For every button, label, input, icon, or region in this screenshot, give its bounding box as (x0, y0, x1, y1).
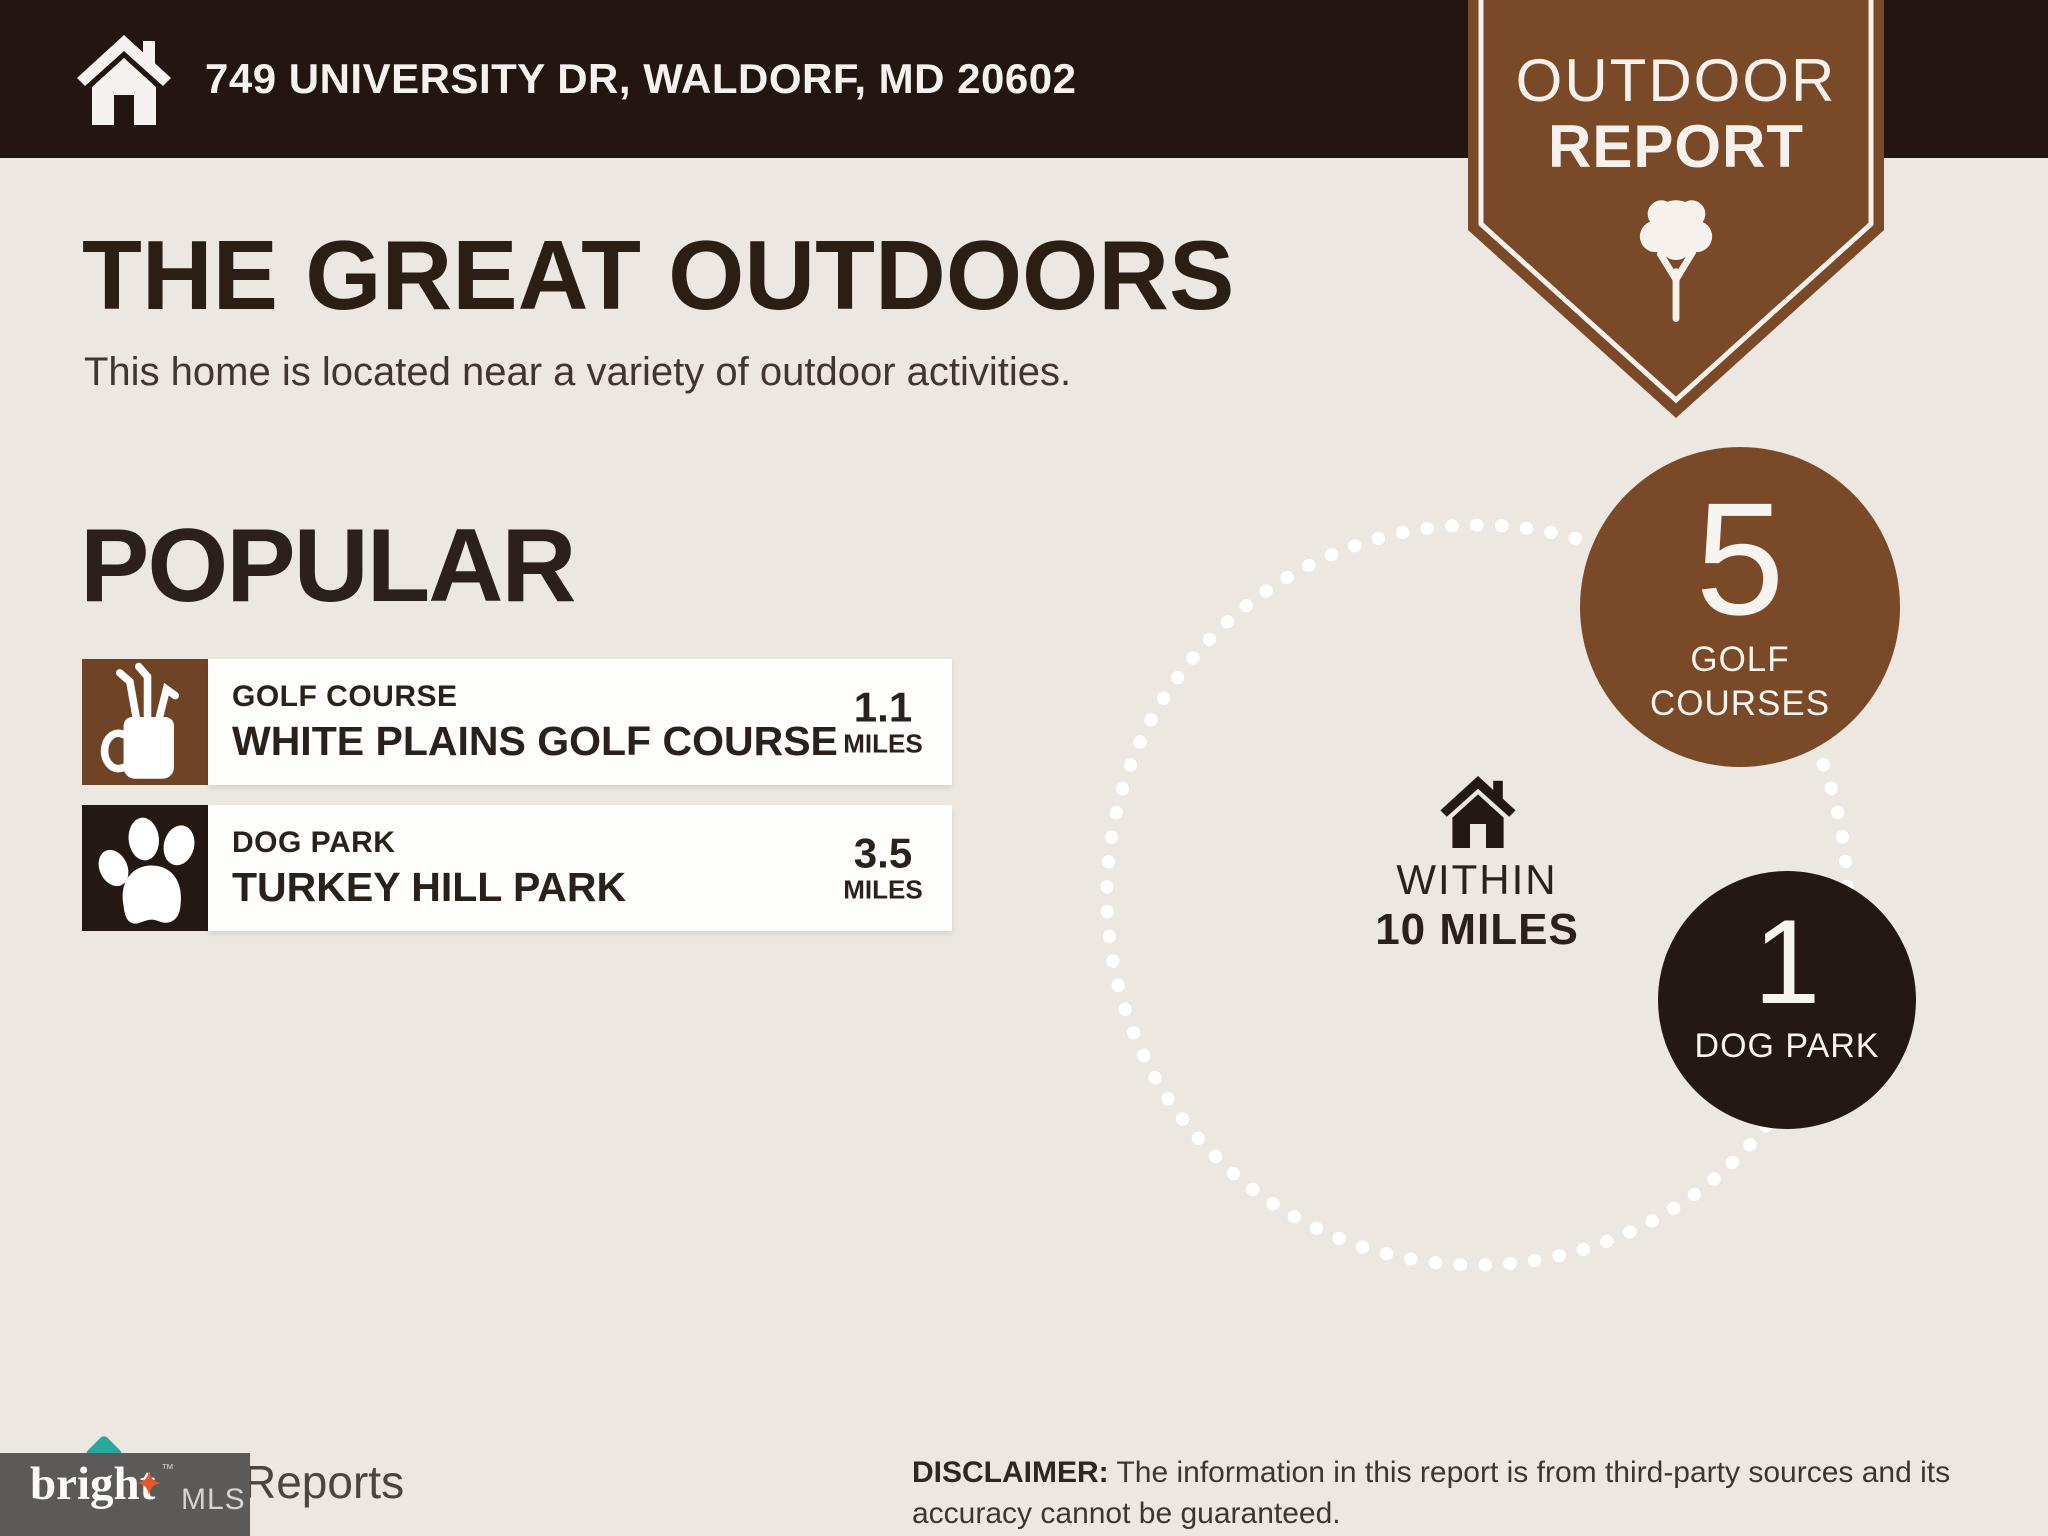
dog-park-count: 1 (1753, 895, 1821, 1029)
place-name: WHITE PLAINS GOLF COURSE (232, 718, 838, 764)
trademark-symbol: ™ (161, 1461, 174, 1476)
dog-park-label: DOG PARK (1694, 1027, 1880, 1066)
mls-logo-text: MLS (181, 1483, 246, 1516)
category-label: DOG PARK (232, 826, 396, 859)
bright-mls-watermark: bright ™ MLS (0, 1453, 250, 1536)
ten-miles-label: 10 MILES (1375, 905, 1579, 955)
golf-course-card: GOLF COURSE WHITE PLAINS GOLF COURSE 1.1… (208, 659, 952, 785)
ribbon-title-line2: REPORT (1547, 113, 1805, 180)
distance-value: 3.5 (853, 829, 913, 877)
golf-courses-count: 5 (1695, 469, 1785, 648)
paw-icon (82, 805, 208, 931)
property-address: 749 UNIVERSITY DR, WALDORF, MD 20602 (205, 55, 1077, 102)
golf-courses-label: GOLF COURSES (1649, 640, 1831, 723)
distance-unit: MILES (843, 728, 923, 759)
page-title: THE GREAT OUTDOORS (82, 220, 1235, 330)
disclaimer-text: DISCLAIMER: The information in this repo… (912, 1452, 2048, 1535)
disclaimer-label: DISCLAIMER: (912, 1456, 1109, 1489)
distance-unit: MILES (843, 874, 923, 905)
list-item-dog-park: DOG PARK TURKEY HILL PARK 3.5 MILES (82, 805, 952, 931)
golf-bag-icon (82, 659, 208, 785)
distance-value: 1.1 (853, 683, 913, 731)
popular-section-heading: POPULAR (80, 508, 576, 624)
dog-park-count-bubble: 1 DOG PARK (1658, 871, 1916, 1129)
bright-logo-text: bright (30, 1458, 156, 1510)
radius-center-label: WITHIN 10 MILES (1327, 855, 1627, 956)
list-item-golf-course: GOLF COURSE WHITE PLAINS GOLF COURSE 1.1… (82, 659, 952, 785)
sparkle-star-icon (137, 1471, 161, 1495)
category-label: GOLF COURSE (232, 680, 458, 713)
reports-logo-text: Reports (243, 1456, 405, 1508)
golf-courses-count-bubble: 5 GOLF COURSES (1580, 447, 1900, 767)
disclaimer-body: The information in this report is from t… (912, 1456, 1951, 1531)
tree-icon (1639, 200, 1713, 323)
home-icon (77, 35, 171, 125)
distance: 1.1 MILES (822, 683, 944, 759)
ribbon-title-line1: OUTDOOR (1515, 47, 1837, 114)
house-icon (1440, 776, 1516, 848)
distance: 3.5 MILES (822, 829, 944, 905)
dog-park-card: DOG PARK TURKEY HILL PARK 3.5 MILES (208, 805, 952, 931)
within-label: WITHIN (1396, 856, 1558, 903)
page-subtitle: This home is located near a variety of o… (84, 350, 1072, 394)
place-name: TURKEY HILL PARK (232, 864, 627, 910)
